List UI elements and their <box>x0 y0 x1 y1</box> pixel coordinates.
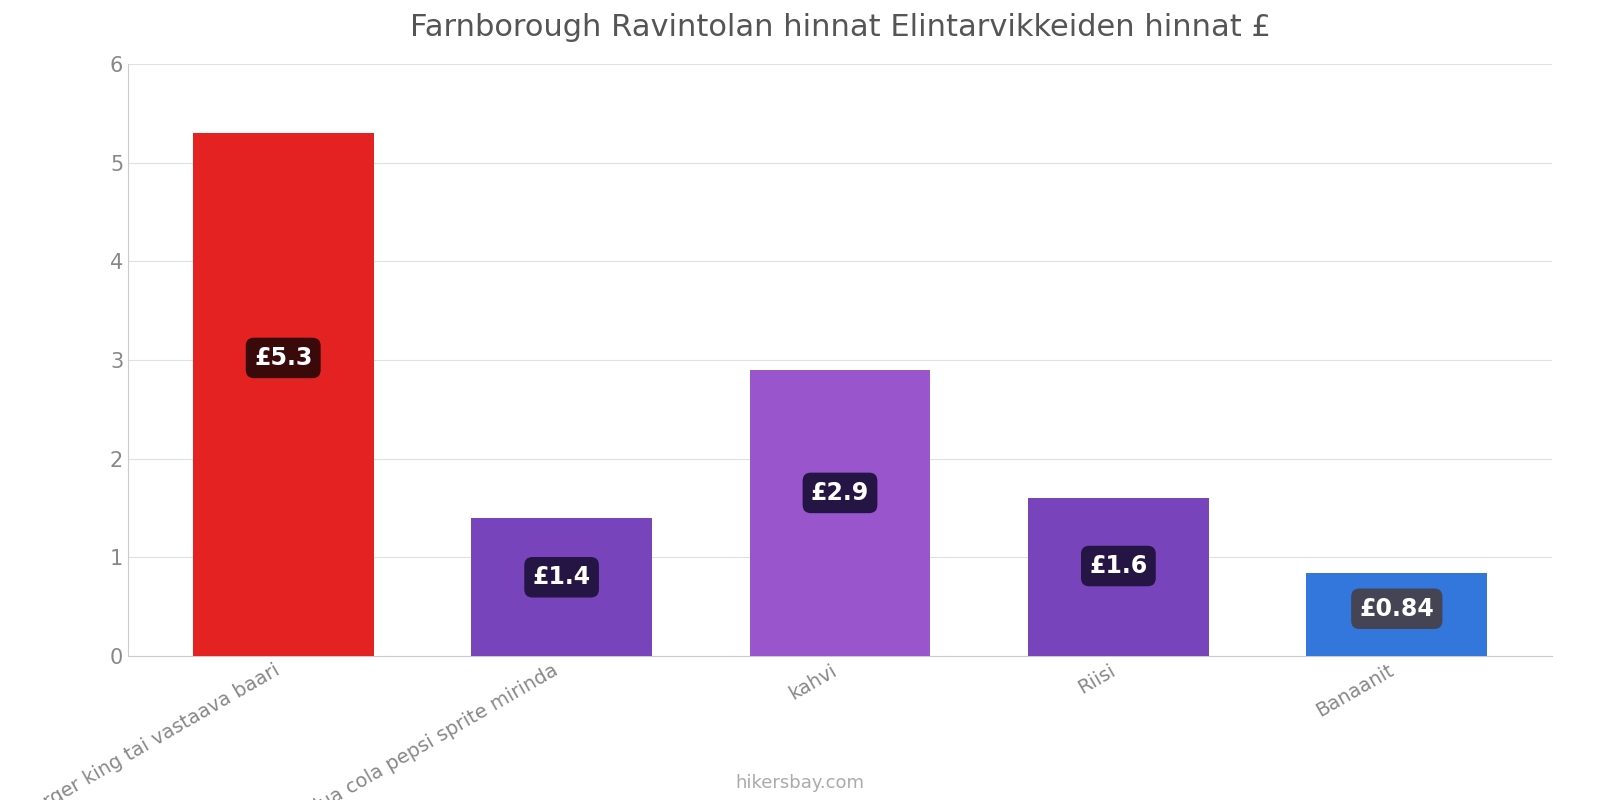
Text: hikersbay.com: hikersbay.com <box>736 774 864 792</box>
Bar <box>1027 498 1210 656</box>
Text: £5.3: £5.3 <box>254 346 312 370</box>
Text: £1.4: £1.4 <box>533 566 590 590</box>
Bar <box>470 518 653 656</box>
Text: £0.84: £0.84 <box>1360 597 1434 621</box>
Text: £1.6: £1.6 <box>1090 554 1147 578</box>
Bar <box>749 370 931 656</box>
Text: £2.9: £2.9 <box>811 481 869 505</box>
Bar <box>192 133 374 656</box>
Bar <box>1306 573 1488 656</box>
Title: Farnborough Ravintolan hinnat Elintarvikkeiden hinnat £: Farnborough Ravintolan hinnat Elintarvik… <box>410 14 1270 42</box>
